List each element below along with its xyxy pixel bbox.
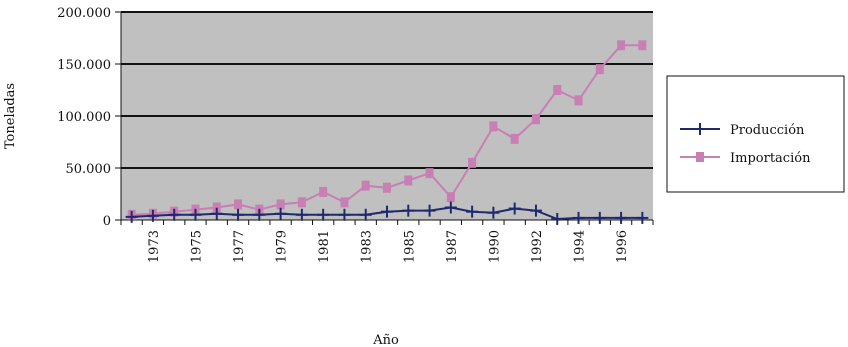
data-point: [295, 208, 308, 221]
data-point: [638, 40, 647, 51]
data-point: [617, 40, 626, 51]
x-tick-label: 1992: [530, 230, 545, 263]
data-point: [423, 204, 436, 217]
x-tick-label: 1987: [445, 230, 460, 263]
data-point: [531, 114, 540, 125]
data-point: [529, 204, 542, 217]
legend: Producción Importación: [666, 75, 845, 193]
data-point: [468, 157, 477, 168]
data-point: [210, 207, 223, 220]
legend-marker-produccion: [694, 123, 706, 135]
y-tick-label: 200.000: [57, 6, 111, 21]
data-point: [444, 201, 457, 214]
data-point: [381, 205, 393, 218]
data-point: [404, 175, 413, 186]
data-point: [232, 208, 245, 221]
x-tick-label: 1985: [402, 230, 417, 263]
data-point: [425, 168, 434, 179]
data-point: [572, 211, 585, 224]
grid: [121, 11, 653, 169]
legend-box: [666, 75, 845, 193]
data-point: [489, 121, 498, 132]
data-point: [125, 210, 138, 223]
legend-label-produccion: Producción: [730, 123, 805, 138]
legend-marker: [694, 123, 706, 135]
x-tick-label: 1973: [147, 230, 162, 263]
data-point: [615, 211, 628, 224]
legend-marker-importacion: [696, 152, 704, 162]
y-axis-title: Toneladas: [3, 83, 18, 149]
data-point: [340, 197, 349, 208]
x-tick-label: 1996: [615, 230, 630, 263]
data-point: [317, 208, 330, 221]
data-point: [510, 133, 519, 144]
x-tick-label: 1990: [487, 230, 502, 263]
data-point: [253, 208, 266, 221]
x-tick-label: 1994: [573, 230, 588, 263]
legend-marker: [696, 152, 704, 162]
data-point: [319, 186, 328, 197]
data-point: [338, 208, 351, 221]
data-point: [383, 182, 391, 193]
x-axis-title: Año: [372, 333, 399, 347]
y-tick-label: 50.000: [66, 162, 112, 177]
x-tick-label: 1975: [189, 230, 204, 263]
x-tick-label: 1977: [232, 230, 247, 263]
data-point: [359, 208, 372, 221]
data-point: [146, 209, 159, 222]
data-point: [593, 211, 606, 224]
data-point: [189, 208, 202, 221]
x-tick-label: 1981: [317, 230, 332, 263]
series-layer: [125, 40, 649, 225]
data-point: [168, 208, 181, 221]
data-point: [508, 202, 521, 215]
data-point: [574, 95, 583, 106]
data-point: [297, 197, 306, 208]
data-point: [276, 199, 285, 210]
x-tick-label: 1979: [275, 230, 290, 263]
y-tick-label: 0: [103, 214, 111, 229]
x-tick-label: 1983: [360, 230, 375, 263]
data-point: [487, 206, 500, 219]
x-axis: 1973 1975 1977 1979 1981 1983 1985 1987 1990 1992…: [120, 219, 654, 263]
data-point: [636, 211, 649, 224]
data-point: [234, 199, 243, 210]
data-point: [274, 207, 287, 220]
legend-label-importacion: Importación: [730, 151, 811, 166]
y-tick-label: 150.000: [57, 58, 111, 73]
y-tick-label: 100.000: [57, 110, 111, 125]
data-point: [402, 204, 415, 217]
data-point: [553, 85, 562, 95]
data-point: [361, 180, 370, 191]
data-point: [551, 212, 564, 225]
y-axis: 0 50.000 100.000 150.000 200.000: [57, 6, 122, 229]
data-point: [212, 202, 221, 213]
data-point: [466, 205, 479, 218]
data-point: [446, 192, 455, 203]
data-point: [595, 64, 604, 75]
